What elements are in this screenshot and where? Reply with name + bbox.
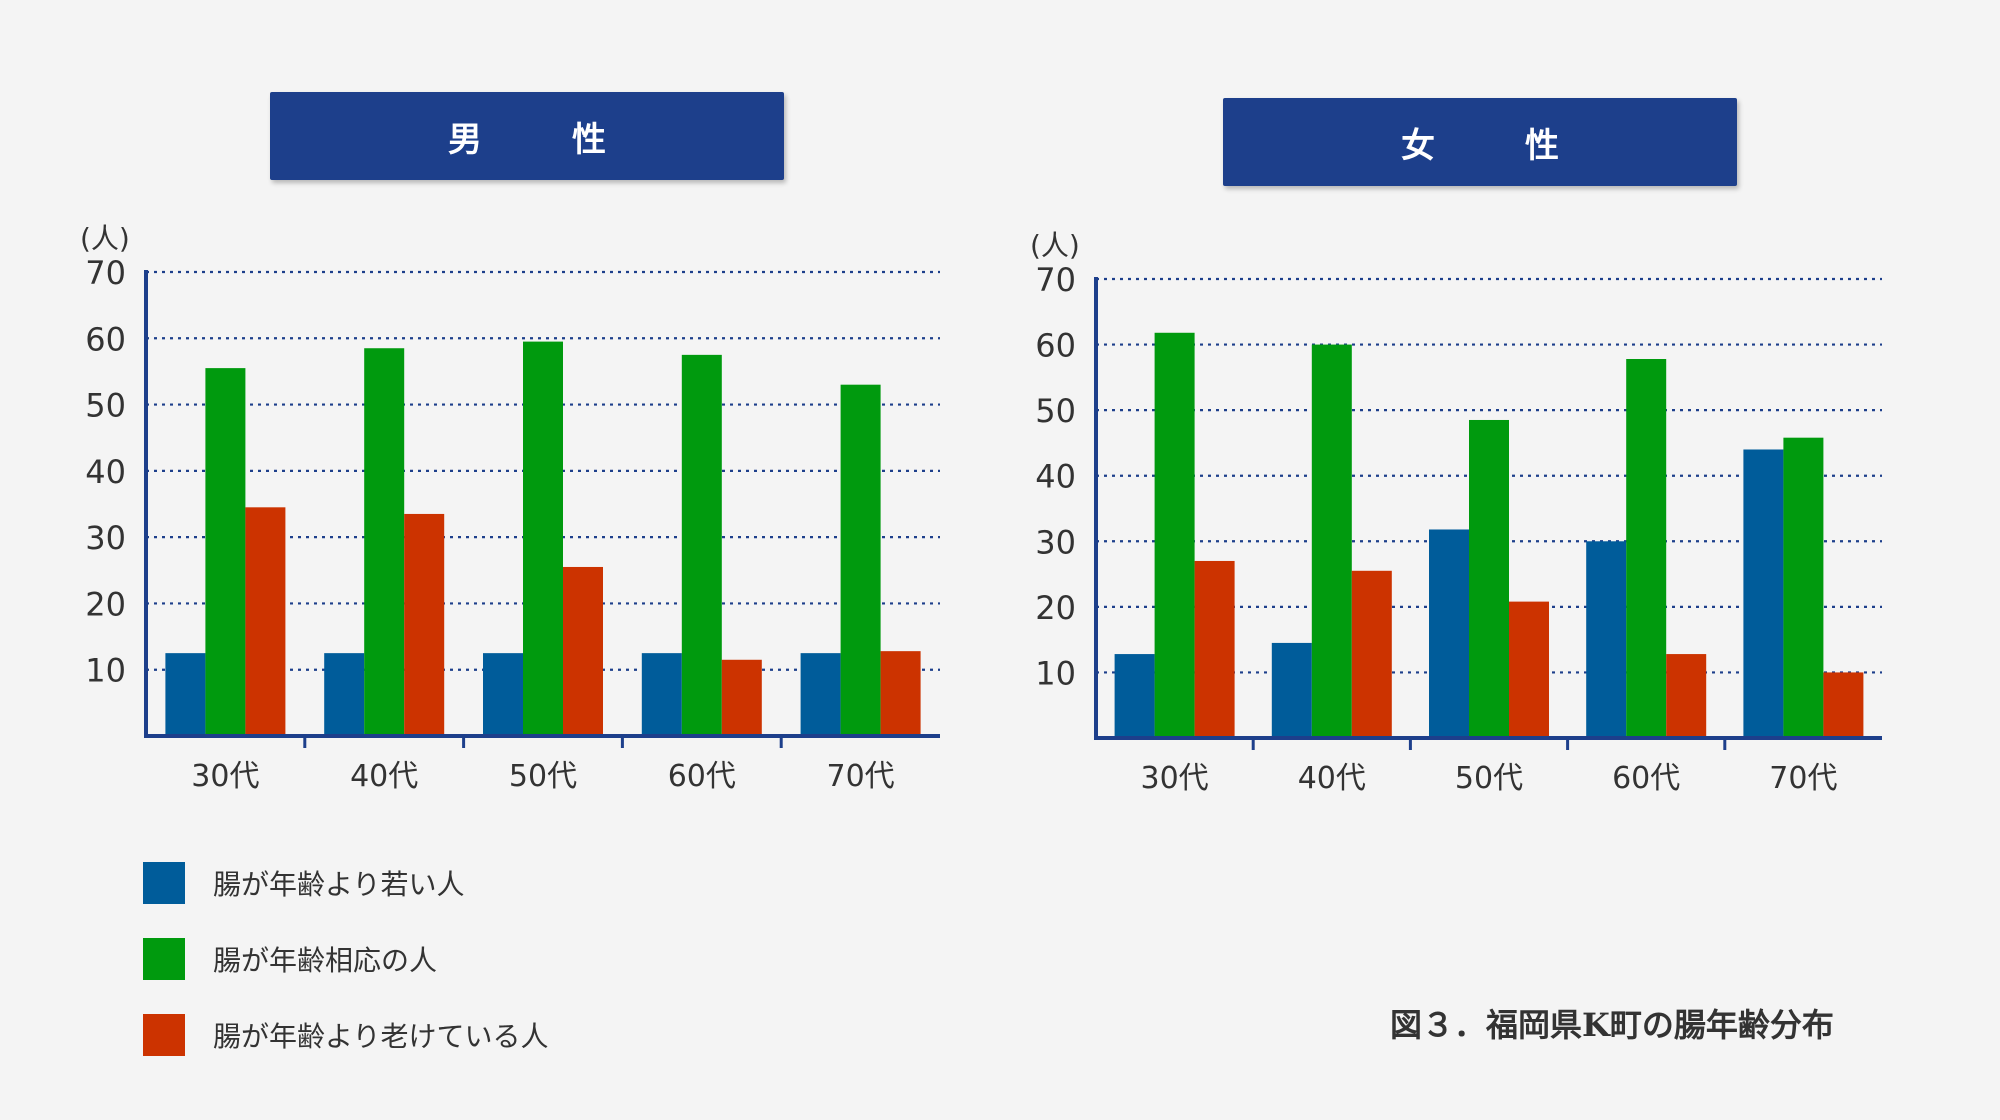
legend: 腸が年齢より若い人 腸が年齢相応の人 腸が年齢より老けている人 (143, 860, 548, 1088)
female-y-axis-unit: (人) (1030, 229, 1080, 262)
male-ytick-label-20: 20 (85, 585, 126, 623)
male-bar-old-4 (880, 651, 921, 736)
legend-item-normal: 腸が年齢相応の人 (143, 936, 548, 982)
female-chart-title: 女 性 (1223, 98, 1737, 186)
female-ytick-label-50: 50 (1035, 392, 1076, 430)
female-bar-young-2 (1429, 529, 1469, 738)
female-bar-normal-3 (1626, 358, 1667, 738)
female-ytick-label-70: 70 (1035, 261, 1076, 299)
female-category-label-0: 30代 (1141, 761, 1209, 796)
female-bar-old-0 (1194, 560, 1235, 738)
female-bar-old-3 (1666, 654, 1707, 738)
male-category-label-4: 70代 (827, 759, 895, 794)
female-bar-young-4 (1743, 449, 1784, 738)
female-ytick-label-20: 20 (1035, 589, 1076, 627)
male-ytick-label-50: 50 (85, 387, 126, 425)
male-bar-old-3 (721, 659, 762, 736)
female-ytick-label-40: 40 (1035, 458, 1076, 496)
male-ytick-label-60: 60 (85, 320, 126, 358)
female-bar-normal-1 (1311, 344, 1352, 738)
male-ytick-label-40: 40 (85, 453, 126, 491)
legend-label-normal: 腸が年齢相応の人 (213, 944, 438, 977)
male-ytick-label-70: 70 (85, 254, 126, 292)
legend-label-young: 腸が年齢より若い人 (213, 868, 465, 901)
male-category-label-3: 60代 (668, 759, 736, 794)
legend-item-young: 腸が年齢より若い人 (143, 860, 548, 906)
male-bar-normal-1 (364, 348, 405, 736)
male-bar-old-1 (404, 513, 445, 736)
female-category-label-3: 60代 (1612, 761, 1680, 796)
female-bar-normal-2 (1469, 419, 1509, 738)
female-bar-young-3 (1586, 541, 1627, 738)
legend-label-old: 腸が年齢より老けている人 (213, 1020, 549, 1053)
male-category-label-0: 30代 (191, 759, 259, 794)
female-category-label-1: 40代 (1298, 761, 1366, 796)
female-ytick-label-10: 10 (1035, 654, 1076, 692)
legend-swatch-young (143, 862, 185, 904)
male-bar-young-3 (641, 653, 682, 736)
female-category-label-2: 50代 (1455, 761, 1523, 796)
female-category-label-4: 70代 (1769, 761, 1837, 796)
male-bar-old-2 (563, 566, 603, 736)
legend-item-old: 腸が年齢より老けている人 (143, 1012, 548, 1058)
legend-swatch-normal (143, 938, 185, 980)
male-bar-normal-4 (840, 384, 881, 736)
male-y-axis-unit: (人) (80, 222, 130, 255)
male-bar-young-1 (324, 653, 365, 736)
male-bar-young-0 (165, 653, 206, 736)
male-bar-normal-2 (523, 341, 563, 736)
female-bar-old-2 (1509, 601, 1549, 738)
figure-caption: 図３．福岡県K町の腸年齢分布 (1390, 1006, 1834, 1044)
female-bar-young-1 (1271, 642, 1312, 738)
female-bar-normal-0 (1154, 332, 1195, 738)
male-bar-young-2 (483, 653, 523, 736)
male-category-label-2: 50代 (509, 759, 577, 794)
male-bar-young-4 (800, 653, 841, 736)
female-bar-young-0 (1114, 654, 1155, 738)
male-bar-normal-0 (205, 368, 246, 736)
male-bar-old-0 (245, 507, 286, 736)
male-ytick-label-10: 10 (85, 652, 126, 690)
female-bar-old-1 (1351, 570, 1392, 738)
female-bar-normal-4 (1783, 437, 1824, 738)
male-bar-normal-3 (681, 354, 722, 736)
male-category-label-1: 40代 (350, 759, 418, 794)
male-chart-title: 男 性 (270, 92, 784, 180)
female-ytick-label-30: 30 (1035, 523, 1076, 561)
legend-swatch-old (143, 1014, 185, 1056)
female-bar-old-4 (1823, 672, 1864, 738)
male-ytick-label-30: 30 (85, 519, 126, 557)
female-ytick-label-60: 60 (1035, 327, 1076, 365)
